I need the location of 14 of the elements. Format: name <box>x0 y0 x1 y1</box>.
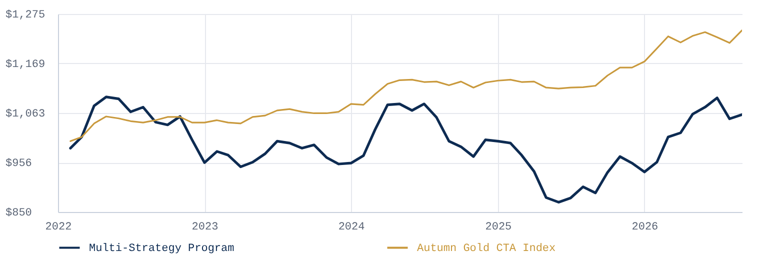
y-tick-label: $1,275 <box>6 10 46 22</box>
line-series <box>69 96 742 204</box>
x-tick-label: 2022 <box>45 222 72 234</box>
y-tick-label: $956 <box>6 158 32 170</box>
x-tick-label: 2025 <box>485 222 512 234</box>
legend-label: Autumn Gold CTA Index <box>417 242 556 255</box>
y-tick-label: $1,063 <box>6 108 46 120</box>
y-tick-label: $850 <box>6 208 32 220</box>
y-tick-label: $1,169 <box>6 58 46 71</box>
x-tick-label: 2026 <box>632 222 658 234</box>
x-tick-label: 2023 <box>192 222 218 234</box>
x-tick-label: 2024 <box>338 222 366 234</box>
line-series <box>70 30 742 142</box>
legend-label: Multi-Strategy Program <box>89 242 235 255</box>
